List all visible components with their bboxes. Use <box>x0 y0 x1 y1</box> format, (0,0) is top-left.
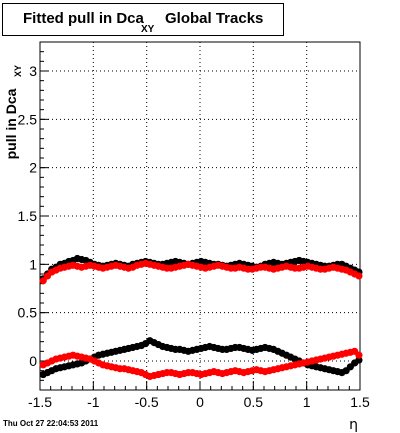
y-axis-title: pull in Dca XY <box>3 65 23 159</box>
chart-title-subscript: XY <box>141 24 155 35</box>
x-tick-label: 1.5 <box>350 394 370 410</box>
x-tick-label: 0 <box>196 394 204 410</box>
x-tick-label: 1 <box>303 394 311 410</box>
axis-ticks <box>39 51 361 390</box>
x-tick-label: -1 <box>87 394 100 410</box>
data-point <box>355 272 363 280</box>
y-tick-label: 2 <box>29 160 37 176</box>
y-tick-label: 2.5 <box>18 111 38 127</box>
title-box: Fitted pull in Dca XY Global Tracks <box>2 3 284 36</box>
y-axis-label: pull in Dca <box>3 88 19 159</box>
data-point <box>355 351 363 359</box>
data-point <box>39 277 47 285</box>
axis-tick-labels: -1.5 -1 -0.5 0 0.5 1 1.5 0 0.5 1 1.5 2 2.5 3 <box>18 63 370 410</box>
y-tick-label: 0.5 <box>18 305 38 321</box>
y-tick-label: 1 <box>29 256 37 272</box>
x-tick-label: -0.5 <box>135 394 159 410</box>
x-tick-label: 0.5 <box>244 394 264 410</box>
x-tick-label: -1.5 <box>28 394 52 410</box>
grid-lines <box>40 42 360 390</box>
x-axis-label: η <box>349 417 358 433</box>
y-tick-label: 3 <box>29 63 37 79</box>
chart-title-suffix: Global Tracks <box>165 10 264 27</box>
y-tick-label: 1.5 <box>18 208 38 224</box>
chart-title: Fitted pull in Dca <box>23 10 144 27</box>
y-axis-label-subscript: XY <box>13 65 23 77</box>
y-tick-label: 0 <box>29 353 37 369</box>
data-points <box>39 254 363 381</box>
timestamp-footer: Thu Oct 27 22:04:53 2011 <box>3 419 99 428</box>
